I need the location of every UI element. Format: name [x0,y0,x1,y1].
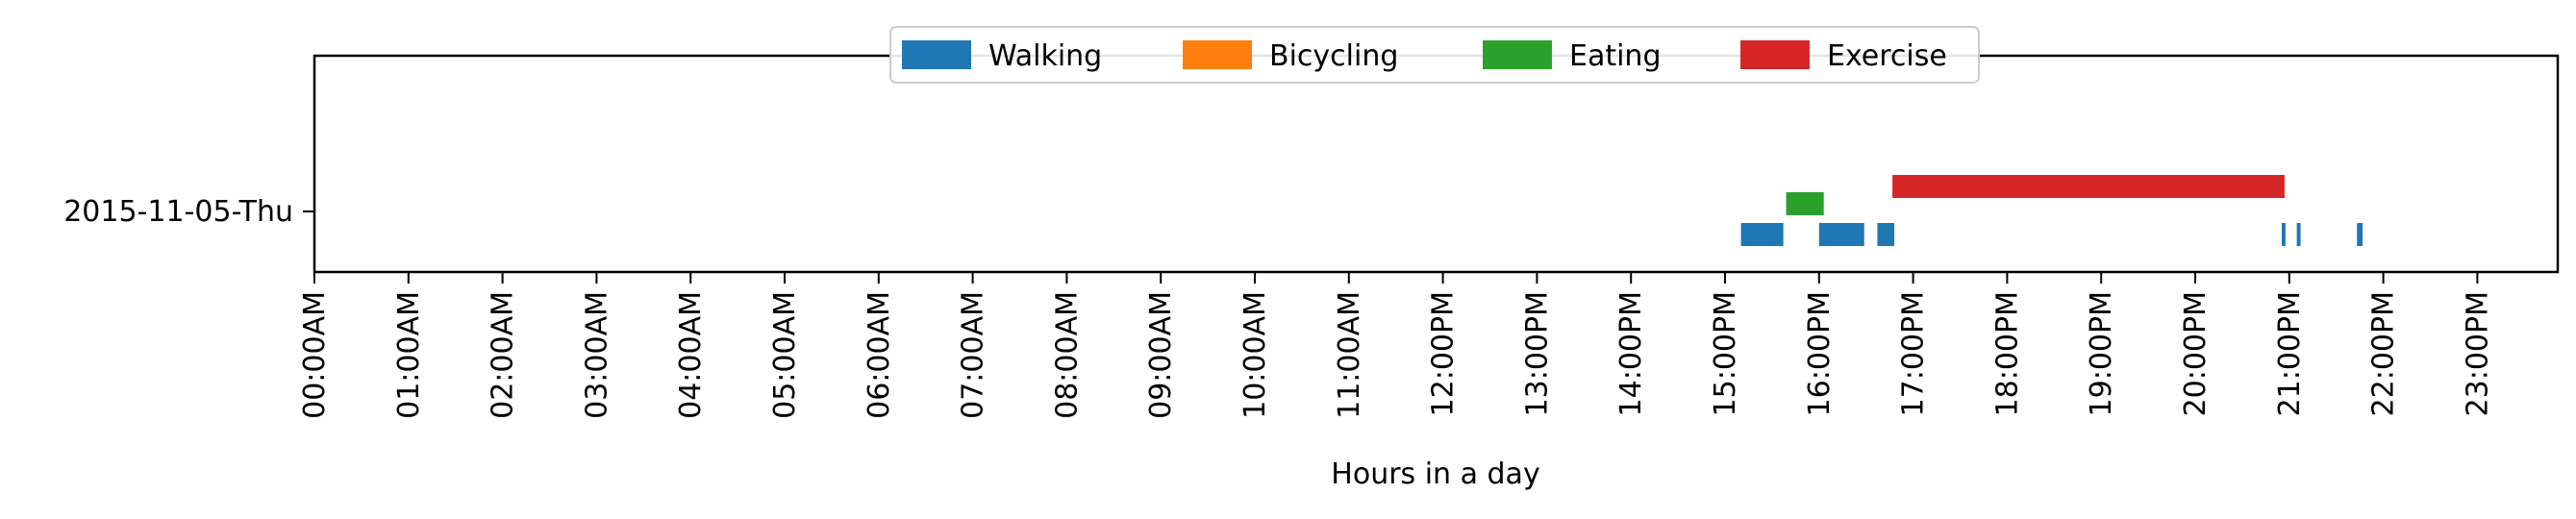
x-tick-label: 03:00AM [580,291,613,419]
x-tick-label: 00:00AM [298,291,332,419]
x-tick-label: 13:00PM [1520,291,1554,416]
legend-label: Exercise [1827,39,1947,73]
x-tick-label: 02:00AM [487,291,520,419]
legend-swatch [1740,40,1810,69]
x-tick-label: 15:00PM [1709,291,1742,416]
walking-bar [1818,223,1864,246]
walking-bar [1740,223,1784,246]
plot-frame [313,54,2560,274]
walking-bar [2281,223,2286,246]
x-tick-label: 12:00PM [1427,291,1461,416]
exercise-bar [1892,175,2285,198]
x-tick-label: 11:00AM [1333,291,1366,419]
x-tick-label: 09:00AM [1144,291,1178,419]
legend-swatch [1183,40,1252,69]
x-tick-label: 19:00PM [2085,291,2118,416]
x-tick-label: 20:00PM [2179,291,2213,416]
x-tick-label: 06:00AM [863,291,896,419]
x-tick-label: 23:00PM [2461,291,2494,416]
legend-label: Eating [1569,39,1662,73]
x-tick-label: 01:00AM [392,291,426,419]
legend-label: Bicycling [1269,39,1398,73]
eating-bar [1786,192,1824,215]
legend-box [889,26,1980,84]
x-tick-label: 10:00AM [1238,291,1272,419]
x-tick-label: 21:00PM [2273,291,2307,416]
x-tick-label: 22:00PM [2367,291,2401,416]
x-tick-label: 14:00PM [1614,291,1648,416]
walking-bar [2296,223,2301,246]
x-ticks: 00:00AM 01:00AM 02:00AM 03:00AM 04:00AM 05:00… [298,272,2494,419]
walking-bar [2357,223,2363,246]
y-axis: 2015-11-05-Thu [63,195,314,229]
legend: Walking Bicycling Eating Exercise [889,26,1980,84]
legend-label: Walking [988,39,1102,73]
x-tick-label: 08:00AM [1050,291,1084,419]
legend-swatch [902,40,971,69]
x-axis-title: Hours in a day [1331,457,1539,491]
x-tick-label: 07:00AM [957,291,990,419]
activity-bars [1740,175,2363,246]
x-tick-label: 18:00PM [1990,291,2024,416]
legend-swatch [1483,40,1552,69]
x-tick-label: 05:00AM [768,291,802,419]
y-tick-label: 2015-11-05-Thu [63,195,293,229]
walking-bar [1877,223,1895,246]
x-tick-label: 17:00PM [1897,291,1931,416]
x-tick-label: 04:00AM [674,291,708,419]
x-tick-label: 16:00PM [1803,291,1837,416]
